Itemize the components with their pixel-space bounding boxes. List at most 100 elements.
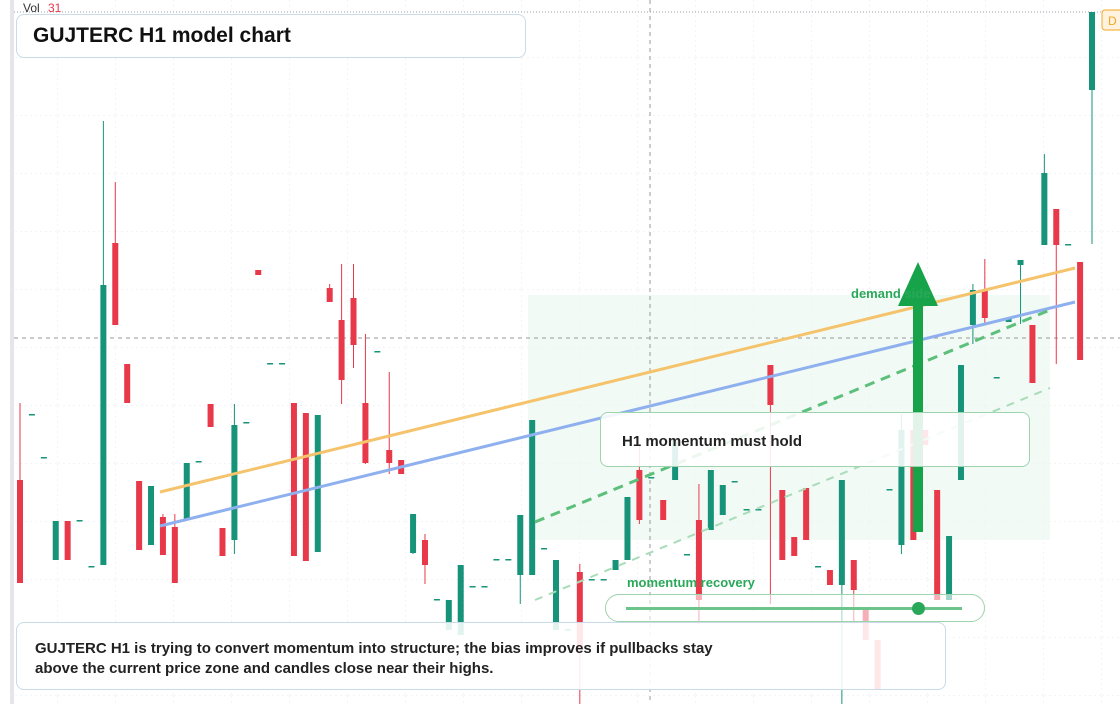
candle-body bbox=[314, 415, 321, 552]
candle-body bbox=[969, 290, 976, 325]
zone-label: demand side bbox=[851, 286, 930, 301]
candle-body bbox=[826, 570, 833, 585]
candle-body bbox=[52, 521, 59, 560]
candle-body bbox=[159, 517, 166, 555]
candle-body bbox=[207, 404, 214, 427]
candle-body bbox=[374, 351, 381, 353]
candle-body bbox=[838, 480, 845, 585]
candle-body bbox=[850, 560, 857, 590]
arrow-head bbox=[898, 262, 938, 306]
candle-body bbox=[660, 500, 667, 520]
candle-body bbox=[1029, 325, 1036, 383]
candle-body bbox=[1077, 262, 1084, 360]
candle-body bbox=[612, 560, 619, 570]
candle-body bbox=[934, 490, 941, 600]
candle-body bbox=[267, 363, 274, 365]
candle-body bbox=[779, 490, 786, 560]
vol-label: Vol bbox=[23, 1, 40, 15]
title-box: GUJTERC H1 model chart bbox=[16, 14, 526, 58]
candle-body bbox=[219, 528, 226, 556]
description: GUJTERC H1 is trying to convert momentum… bbox=[35, 640, 713, 677]
candle-body bbox=[350, 298, 357, 345]
candle-body bbox=[76, 520, 83, 522]
candle-body bbox=[898, 430, 905, 545]
left-edge bbox=[10, 0, 14, 704]
candle-body bbox=[1017, 260, 1024, 265]
candle-body bbox=[28, 414, 35, 416]
candle-body bbox=[993, 377, 1000, 379]
candle-body bbox=[255, 270, 262, 275]
candle-body bbox=[529, 420, 536, 575]
candle-body bbox=[731, 481, 738, 483]
candle-body bbox=[302, 413, 309, 561]
candle-body bbox=[684, 554, 691, 556]
badge-text: D bbox=[1108, 14, 1117, 28]
candle-body bbox=[445, 600, 452, 630]
candle-body bbox=[517, 515, 524, 575]
candle-body bbox=[981, 290, 988, 318]
candle-body bbox=[64, 521, 71, 560]
candle-body bbox=[767, 365, 774, 405]
candle-body bbox=[40, 457, 47, 459]
candle-body bbox=[791, 537, 798, 556]
slider-knob bbox=[912, 602, 925, 615]
candle-body bbox=[421, 540, 428, 565]
candle-body bbox=[541, 548, 548, 550]
candle-body bbox=[171, 527, 178, 583]
candle-body bbox=[624, 497, 631, 560]
candle-body bbox=[1041, 173, 1048, 245]
candle-body bbox=[553, 560, 559, 630]
candle-body bbox=[88, 566, 95, 568]
candle-body bbox=[195, 461, 202, 463]
candle-body bbox=[433, 599, 440, 601]
candle-body bbox=[112, 243, 119, 325]
trend-line-light bbox=[534, 387, 1051, 601]
candle-body bbox=[803, 488, 810, 540]
candle-body bbox=[100, 285, 107, 565]
candle-body bbox=[886, 489, 893, 491]
description-box: GUJTERC H1 is trying to convert momentum… bbox=[16, 622, 946, 690]
candle-body bbox=[338, 320, 345, 380]
title: GUJTERC H1 model chart bbox=[33, 24, 291, 47]
slider-track bbox=[626, 607, 962, 610]
candle-body bbox=[636, 470, 643, 520]
vol-value: 31 bbox=[48, 1, 62, 15]
candle-body bbox=[469, 586, 476, 588]
candle-body bbox=[457, 565, 464, 635]
candle-body bbox=[410, 514, 417, 553]
slider-label: momentum recovery bbox=[627, 575, 755, 590]
candle-body bbox=[17, 480, 23, 583]
candle-body bbox=[600, 579, 607, 581]
candle-body bbox=[815, 566, 822, 568]
candle-body bbox=[136, 481, 143, 550]
candle-body bbox=[946, 536, 953, 600]
candle-body bbox=[576, 572, 583, 650]
candle-body bbox=[1065, 244, 1072, 246]
candle-body bbox=[386, 450, 393, 463]
callout: H1 momentum must hold bbox=[600, 412, 1030, 467]
badge bbox=[1101, 9, 1120, 31]
callout-text: H1 momentum must hold bbox=[622, 433, 803, 450]
candle-body bbox=[1005, 318, 1012, 322]
slider bbox=[605, 594, 985, 622]
candle-body bbox=[493, 559, 500, 561]
candle-body bbox=[231, 425, 238, 540]
candle-body bbox=[648, 477, 655, 479]
candle-body bbox=[1053, 209, 1060, 245]
candle-body bbox=[243, 422, 250, 424]
candle-body bbox=[719, 485, 726, 515]
candle-body bbox=[707, 470, 714, 530]
candle-body bbox=[362, 403, 369, 463]
candle-body bbox=[505, 559, 512, 561]
candle-body bbox=[326, 288, 333, 302]
candle-body bbox=[743, 509, 750, 511]
candle-body bbox=[695, 520, 702, 600]
candle-body bbox=[124, 364, 131, 403]
candle-body bbox=[755, 509, 762, 511]
candle-body bbox=[279, 363, 286, 365]
candle-body bbox=[481, 586, 488, 588]
candle-body bbox=[588, 579, 595, 581]
candle-body bbox=[1089, 12, 1095, 90]
candle-body bbox=[183, 463, 190, 520]
